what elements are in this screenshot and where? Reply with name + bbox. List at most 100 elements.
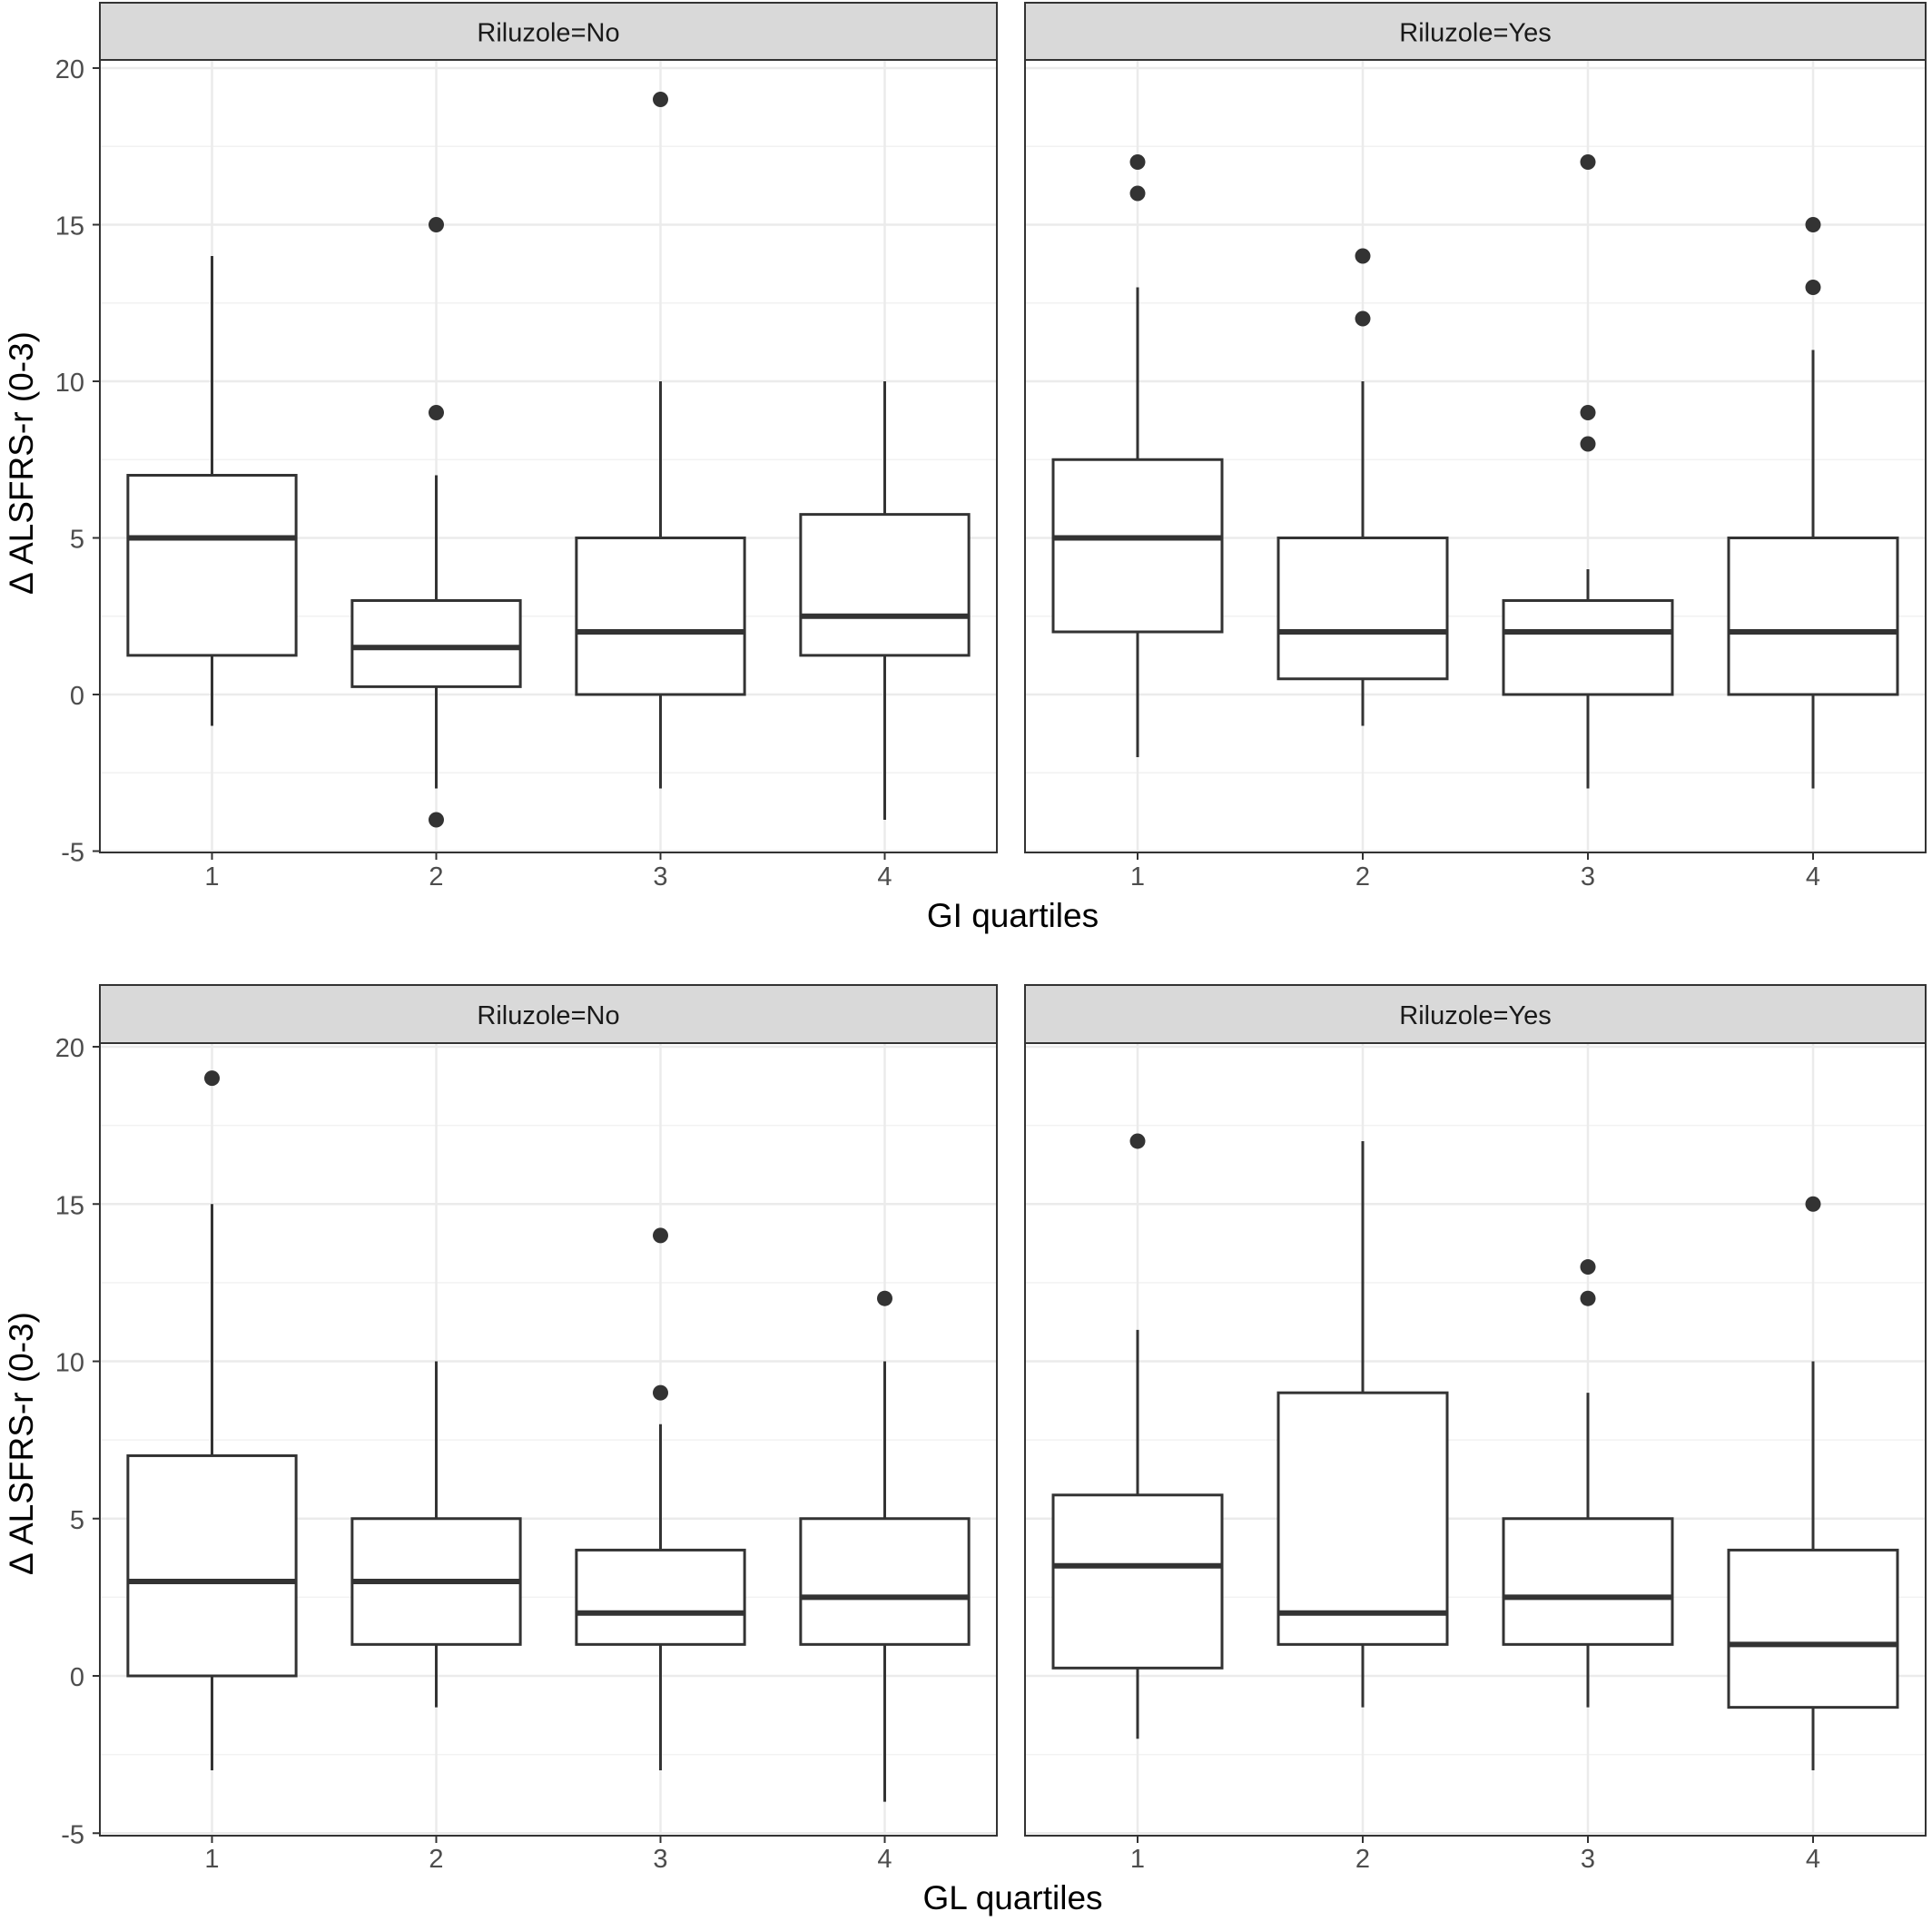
y-tick-label: -5: [61, 839, 84, 868]
facet-strip: [1024, 2, 1927, 61]
x-tick-label: 3: [1581, 1845, 1595, 1874]
box-iqr: [350, 599, 522, 688]
outlier-point: [1580, 154, 1596, 170]
x-tick-label: 2: [429, 1845, 443, 1874]
outlier-point: [653, 1227, 668, 1244]
box-3: [575, 1227, 746, 1770]
x-tick-label: 2: [1355, 862, 1370, 892]
box-iqr: [1727, 537, 1899, 696]
y-tick-label: 0: [70, 1663, 84, 1692]
box-iqr: [575, 1548, 746, 1646]
x-tick-label: 3: [1581, 862, 1595, 892]
box-1: [126, 256, 298, 726]
box-3: [1502, 154, 1674, 789]
outlier-point: [1580, 436, 1596, 452]
panel-border: [99, 59, 998, 853]
outlier-point: [429, 405, 444, 420]
outlier-point: [1129, 1133, 1146, 1149]
x-tick-label: 2: [1355, 1845, 1370, 1874]
box-4: [799, 381, 971, 820]
x-tick-label: 4: [1806, 862, 1820, 892]
chart-row-2: Δ ALSFRS-r (0-3) GL quartiles -5 0 5 10 15 20 Ri…: [3, 984, 1927, 1916]
box-iqr: [575, 537, 746, 696]
y-tick-label: 10: [55, 1349, 84, 1378]
box-1: [126, 1070, 298, 1770]
x-tick-label: 4: [877, 862, 892, 892]
x-tick-label: 1: [1130, 862, 1145, 892]
outlier-point: [1129, 185, 1146, 202]
outlier-point: [429, 812, 444, 828]
y-tick-label: 5: [70, 1506, 84, 1535]
x-tick-label: 3: [653, 862, 667, 892]
box-iqr: [1051, 1493, 1224, 1670]
box-iqr: [1276, 537, 1449, 681]
y-tick-label: 5: [70, 526, 84, 555]
plot-background: [1025, 60, 1926, 852]
outlier-point: [1355, 310, 1371, 327]
box-2: [350, 1361, 522, 1708]
y-tick-label: 15: [55, 1191, 84, 1220]
outlier-point: [1805, 1196, 1821, 1212]
panel-border: [1024, 1042, 1927, 1837]
plot-background: [100, 60, 997, 852]
y-tick-label: -5: [61, 1820, 84, 1849]
box-iqr: [799, 513, 971, 657]
x-tick-label: 2: [429, 862, 443, 892]
box-iqr: [1727, 1548, 1899, 1709]
box-iqr: [1502, 1517, 1674, 1646]
facet-strip-label: Riluzole=Yes: [1399, 19, 1551, 48]
chart-row-1: Δ ALSFRS-r (0-3) GI quartiles -5 0 5 10 15 20 Ri…: [3, 2, 1927, 934]
outlier-point: [1580, 1259, 1596, 1276]
x-tick-label: 3: [653, 1845, 667, 1874]
outlier-point: [653, 1384, 668, 1401]
box-4: [1727, 1196, 1899, 1770]
outlier-point: [877, 1290, 892, 1306]
panel-border: [99, 1042, 998, 1837]
box-2: [350, 217, 522, 828]
x-axis-title: GI quartiles: [927, 897, 1099, 934]
y-tick-label: 20: [55, 1034, 84, 1063]
y-tick-label: 10: [55, 369, 84, 398]
panel-border: [1024, 59, 1927, 853]
box-4: [799, 1290, 971, 1802]
outlier-point: [1580, 405, 1596, 420]
box-iqr: [1276, 1391, 1449, 1646]
x-tick-label: 4: [1806, 1845, 1820, 1874]
facet-strip-label: Riluzole=No: [477, 1001, 619, 1030]
y-tick-label: 20: [55, 55, 84, 84]
box-1: [1051, 1133, 1224, 1739]
box-iqr: [799, 1517, 971, 1646]
box-iqr: [1502, 599, 1674, 696]
box-1: [1051, 154, 1224, 757]
box-4: [1727, 217, 1899, 789]
facet-panel: Riluzole=No 1 2 3 4: [99, 984, 998, 1874]
box-2: [1276, 248, 1449, 726]
box-iqr: [1051, 458, 1224, 634]
outlier-point: [204, 1070, 220, 1087]
x-tick-label: 4: [877, 1845, 892, 1874]
outlier-point: [1580, 1290, 1596, 1306]
outlier-point: [429, 217, 444, 232]
outlier-point: [1805, 217, 1821, 232]
x-axis-title: GL quartiles: [922, 1879, 1102, 1916]
outlier-point: [1805, 280, 1821, 295]
x-tick-label: 1: [204, 1845, 219, 1874]
box-iqr: [126, 474, 298, 657]
facet-panel: Riluzole=No 1 2 3 4: [99, 2, 998, 892]
y-axis-title: Δ ALSFRS-r (0-3): [3, 1312, 40, 1575]
box-2: [1276, 1140, 1449, 1708]
facet-strip-label: Riluzole=Yes: [1399, 1001, 1551, 1030]
outlier-point: [1355, 248, 1371, 264]
x-tick-label: 1: [204, 862, 219, 892]
outlier-point: [1129, 154, 1146, 170]
box-3: [575, 92, 746, 789]
x-tick-label: 1: [1130, 1845, 1145, 1874]
y-tick-label: 0: [70, 682, 84, 711]
box-3: [1502, 1259, 1674, 1708]
box-iqr: [126, 1453, 298, 1678]
facet-panel: Riluzole=Yes 1 2 3 4: [1024, 2, 1927, 892]
facet-panel: Riluzole=Yes 1 2 3 4: [1024, 984, 1927, 1874]
facet-strip: [1024, 984, 1927, 1044]
facet-strip-label: Riluzole=No: [477, 19, 619, 48]
